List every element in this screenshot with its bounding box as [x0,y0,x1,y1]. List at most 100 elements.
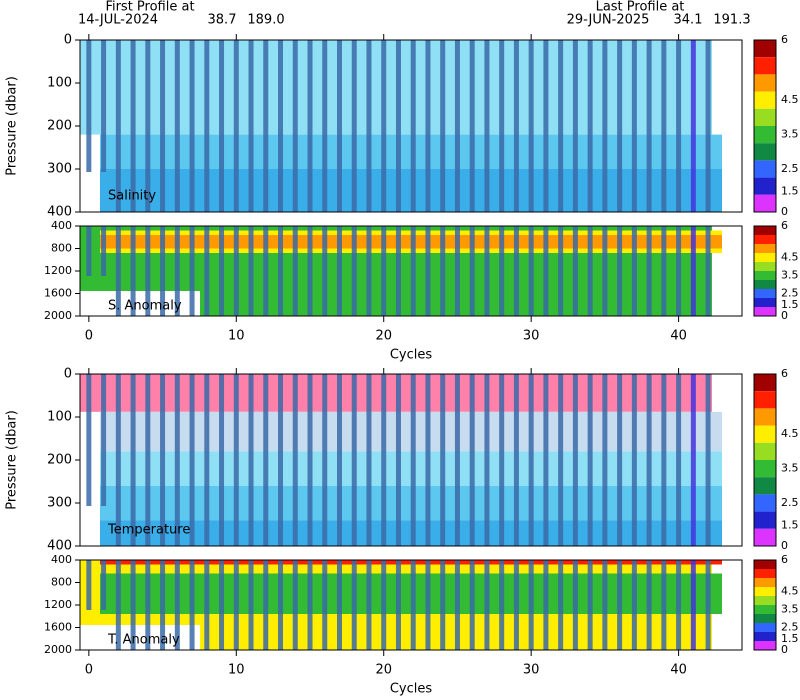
x-tick-label: 30 [523,329,540,344]
colorbar-box [754,126,776,144]
blank [80,156,96,212]
y-tick-label: 800 [51,576,72,589]
colorbar-box [754,528,776,546]
colorbar-box [754,244,776,253]
y-tick-label: 1200 [44,598,72,611]
colorbar-label: 6 [781,553,788,566]
y-tick-label: 400 [51,553,72,566]
y-tick-label: 0 [64,33,72,48]
y-tick-label: 2000 [44,643,72,656]
last-label: Last Profile at [596,0,685,15]
colorbar-box [754,289,776,298]
y-axis-label: Pressure (dbar) [5,410,20,510]
colorbar-label: 4.5 [781,251,799,264]
first-lat: 38.7 [208,13,237,28]
colorbar-box [754,641,776,650]
colorbar-label: 0 [781,309,788,322]
colorbar-frame [753,39,777,213]
colorbar-box [754,235,776,244]
colorbar-frame [753,373,777,547]
x-tick-label: 0 [85,329,93,344]
panel-label: S. Anomaly [108,299,182,314]
y-tick-label: 200 [47,119,72,134]
first-label: First Profile at [105,0,194,15]
panel [80,560,722,650]
x-tick-label: 0 [85,663,93,678]
colorbar-box [754,460,776,478]
colorbar-box [754,280,776,289]
last-lon: 191.3 [713,13,750,28]
colorbar-frame [753,559,777,651]
x-tick-label: 20 [375,329,392,344]
colorbar-box [754,587,776,596]
colorbar-box [754,511,776,529]
colorbar-label: 4.5 [781,427,799,440]
y-tick-label: 300 [47,496,72,511]
y-tick-label: 400 [47,205,72,220]
colorbar-box [754,177,776,195]
colorbar-box [754,160,776,178]
y-tick-label: 2000 [44,309,72,322]
x-tick-label: 20 [375,663,392,678]
colorbar-label: 6 [781,33,788,46]
colorbar-box [754,298,776,307]
colorbar-box [754,271,776,280]
colorbar-box [754,425,776,443]
colorbar-box [754,391,776,409]
last-lat: 34.1 [674,13,703,28]
colorbar-box [754,143,776,161]
colorbar-box [754,74,776,92]
colorbar-label: 1.5 [781,632,799,645]
y-axis-label: Pressure (dbar) [5,76,20,176]
y-tick-label: 100 [47,76,72,91]
blank [80,490,96,546]
colorbar-label: 6 [781,367,788,380]
colorbar-box [754,408,776,426]
panel-label: Salinity [108,189,156,204]
colorbar-box [754,623,776,632]
colorbar-label: 2.5 [781,496,799,509]
colorbar-box [754,560,776,569]
colorbar-label: 1.5 [781,518,799,531]
colorbar-label: 3.5 [781,462,799,475]
x-tick-label: 10 [228,329,245,344]
colorbar-label: 0 [781,643,788,656]
colorbar-label: 3.5 [781,269,799,282]
colorbar-label: 0 [781,539,788,552]
first-lon: 189.0 [247,13,284,28]
colorbar-label: 0 [781,205,788,218]
blank [80,291,200,316]
colorbar-label: 3.5 [781,603,799,616]
panel-label: T. Anomaly [107,633,180,648]
colorbar-box [754,605,776,614]
x-tick-label: 40 [670,663,687,678]
colorbar-box [754,442,776,460]
x-tick-label: 10 [228,663,245,678]
colorbar-label: 3.5 [781,128,799,141]
colorbar-label: 1.5 [781,184,799,197]
colorbar-box [754,596,776,605]
colorbar-box [754,307,776,316]
colorbar-label: 2.5 [781,162,799,175]
colorbar-box [754,494,776,512]
colorbar-box [754,632,776,641]
y-tick-label: 1600 [44,621,72,634]
blank [80,625,200,650]
y-tick-label: 300 [47,162,72,177]
colorbar-box [754,57,776,75]
x-axis-label: Cycles [390,682,433,697]
colorbar-box [754,108,776,126]
colorbar-label: 1.5 [781,298,799,311]
colorbar-box [754,614,776,623]
colorbar-box [754,253,776,262]
colorbar-box [754,91,776,109]
x-tick-label: 40 [670,329,687,344]
panel-label: Temperature [107,523,190,538]
colorbar-box [754,262,776,271]
y-tick-label: 400 [51,219,72,232]
colorbar-box [754,194,776,212]
x-axis-label: Cycles [390,348,433,363]
colorbar-label: 2.5 [781,287,799,300]
panel [80,374,722,546]
